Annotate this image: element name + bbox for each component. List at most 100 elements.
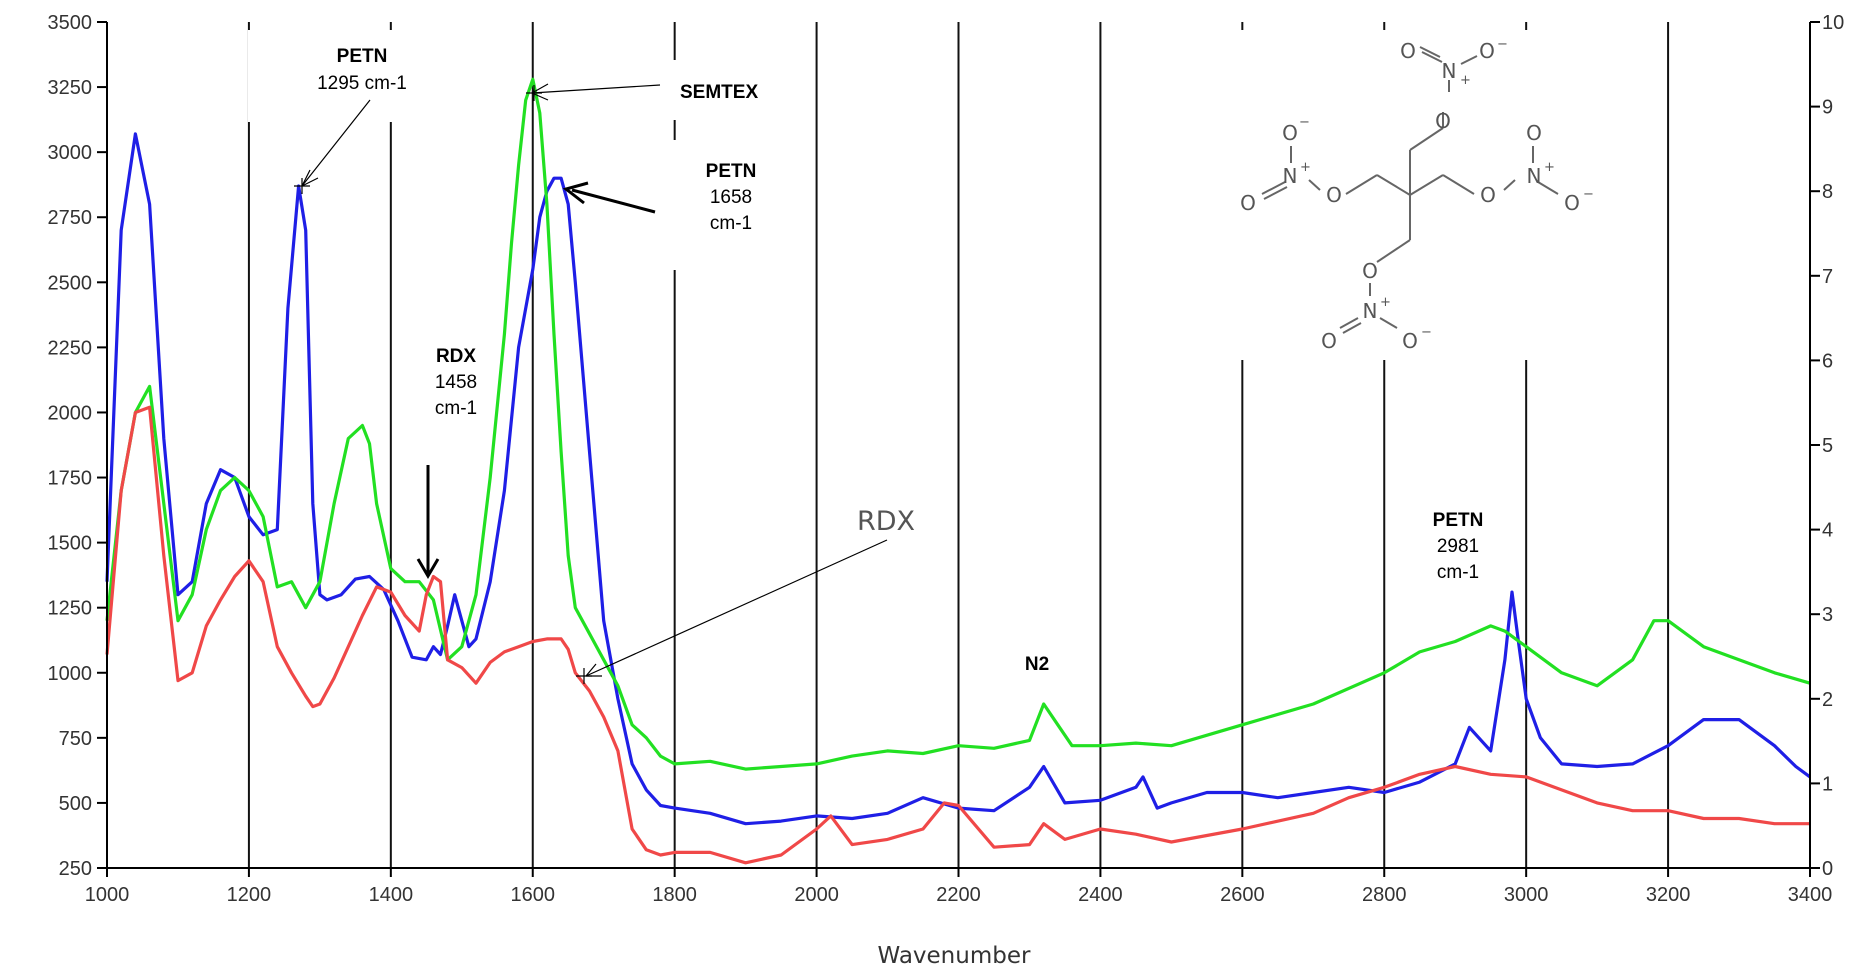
x-tick-label-1800: 1800: [652, 884, 697, 906]
svg-text:N: N: [1363, 299, 1378, 323]
annotation-rdx-1458-title: RDX: [436, 346, 476, 367]
svg-text:O: O: [1402, 329, 1418, 353]
x-tick-label-3200: 3200: [1646, 884, 1691, 906]
annotation-semtex-arrow: [531, 84, 661, 94]
annotation-semtex-arrowhead: [531, 83, 549, 101]
svg-text:O: O: [1326, 183, 1342, 207]
annotation-petn-1295-arrow: [301, 99, 371, 187]
y-tick-label-1750: 1750: [48, 468, 93, 490]
y2-tick-label-1: 1: [1822, 773, 1833, 795]
y-tick-label-250: 250: [59, 858, 92, 880]
y-tick-label-2750: 2750: [48, 207, 93, 229]
annotation-backgrounds: [248, 30, 1607, 550]
annotation-petn-1295: PETN 1295 cm-1: [301, 46, 407, 187]
peak-marker-semtex: [526, 85, 542, 101]
annotation-rdx-1458-value: 1458: [435, 372, 477, 393]
y-tick-label-500: 500: [59, 793, 92, 815]
annotation-petn-1295-arrowhead: [301, 169, 319, 187]
annotation-petn-1295-title: PETN: [337, 46, 388, 67]
y-tick-label-750: 750: [59, 728, 92, 750]
petn-molecule-structure: O N + O O − O N + O − O O N + O O − O N …: [1240, 37, 1594, 353]
svg-text:O: O: [1526, 121, 1542, 145]
annotation-rdx-1458: RDX 1458 cm-1: [416, 346, 477, 579]
svg-text:N: N: [1283, 164, 1298, 188]
annotation-petn-2981: PETN 2981 cm-1: [1433, 510, 1484, 583]
annotation-petn-1295-value: 1295 cm-1: [317, 73, 407, 94]
peak-marker-petn-1295: [294, 178, 310, 194]
x-tick-label-2000: 2000: [794, 884, 839, 906]
annotation-petn-2981-value: 2981: [1437, 536, 1479, 557]
svg-text:N: N: [1527, 164, 1542, 188]
series-line-green: [105, 77, 1811, 771]
annotation-petn-1658: PETN 1658 cm-1: [562, 161, 757, 234]
y2-tick-label-8: 8: [1822, 181, 1833, 203]
svg-text:N: N: [1442, 59, 1457, 83]
y-tick-label-1000: 1000: [48, 663, 93, 685]
x-tick-label-2800: 2800: [1362, 884, 1407, 906]
svg-text:−: −: [1421, 325, 1432, 340]
x-tick-label-3400: 3400: [1788, 884, 1833, 906]
series-line-red: [105, 405, 1810, 865]
y-tick-label-2250: 2250: [48, 337, 93, 359]
series-line-blue: [105, 132, 1811, 826]
y-tick-label-3250: 3250: [48, 77, 93, 99]
annotation-petn-1658-arrowhead: [562, 181, 589, 205]
series-lines: [105, 77, 1811, 865]
y-axis-right: 0 1 2 3 4 5 6 7 8 9 10: [1810, 12, 1844, 880]
svg-text:O: O: [1564, 191, 1580, 215]
x-tick-label-3000: 3000: [1504, 884, 1549, 906]
y-tick-label-2000: 2000: [48, 402, 93, 424]
svg-text:O: O: [1321, 329, 1337, 353]
x-axis: 1000 1200 1400 1600 1800 2000 2200 2400 2600 2800…: [85, 868, 1833, 906]
svg-text:O: O: [1400, 39, 1416, 63]
y2-tick-label-2: 2: [1822, 689, 1833, 711]
annotation-petn-1658-value: 1658: [710, 187, 752, 208]
y-axis-left: 250 500 750 1000 1250 1500 1750 2000 2250 2500 275…: [48, 12, 107, 880]
y2-tick-label-7: 7: [1822, 266, 1833, 288]
y-tick-label-1250: 1250: [48, 598, 93, 620]
annotation-rdx-label: RDX: [857, 506, 915, 537]
annotation-rdx-1458-unit: cm-1: [435, 398, 477, 419]
svg-text:+: +: [1380, 295, 1391, 310]
y2-tick-label-4: 4: [1822, 520, 1833, 542]
x-tick-label-1000: 1000: [85, 884, 130, 906]
svg-text:O: O: [1435, 109, 1451, 133]
svg-text:−: −: [1583, 187, 1594, 202]
y-tick-label-2500: 2500: [48, 272, 93, 294]
y2-tick-label-0: 0: [1822, 858, 1833, 880]
svg-text:+: +: [1544, 160, 1555, 175]
y-tick-label-1500: 1500: [48, 533, 93, 555]
svg-text:−: −: [1497, 37, 1508, 52]
annotation-semtex-label: SEMTEX: [680, 82, 758, 103]
annotation-petn-1658-arrow: [571, 188, 656, 214]
annotation-petn-2981-title: PETN: [1433, 510, 1484, 531]
y-tick-label-3500: 3500: [48, 12, 93, 34]
annotation-rdx-arrow: [585, 539, 888, 677]
y2-tick-label-5: 5: [1822, 435, 1833, 457]
annotation-semtex: SEMTEX: [531, 82, 758, 103]
x-tick-label-1600: 1600: [511, 884, 556, 906]
svg-text:+: +: [1300, 160, 1311, 175]
annotation-rdx: RDX: [585, 506, 915, 677]
svg-text:+: +: [1460, 73, 1471, 88]
y2-tick-label-10: 10: [1822, 12, 1844, 34]
annotation-petn-1658-unit: cm-1: [710, 213, 752, 234]
svg-text:O: O: [1480, 183, 1496, 207]
y2-tick-label-3: 3: [1822, 604, 1833, 626]
y2-tick-label-6: 6: [1822, 350, 1833, 372]
x-tick-label-2600: 2600: [1220, 884, 1265, 906]
annotation-petn-1658-title: PETN: [706, 161, 757, 182]
svg-text:O: O: [1479, 39, 1495, 63]
vertical-gridlines: [247, 22, 1670, 868]
y2-tick-label-9: 9: [1822, 97, 1833, 119]
annotation-n2: N2: [1025, 654, 1049, 675]
x-tick-label-2400: 2400: [1078, 884, 1123, 906]
peak-marker-rdx: [576, 668, 592, 684]
annotation-petn-2981-unit: cm-1: [1437, 562, 1479, 583]
y-tick-label-3000: 3000: [48, 142, 93, 164]
svg-text:O: O: [1240, 191, 1256, 215]
svg-text:−: −: [1299, 115, 1310, 130]
peak-markers: [294, 85, 592, 684]
svg-text:O: O: [1282, 121, 1298, 145]
